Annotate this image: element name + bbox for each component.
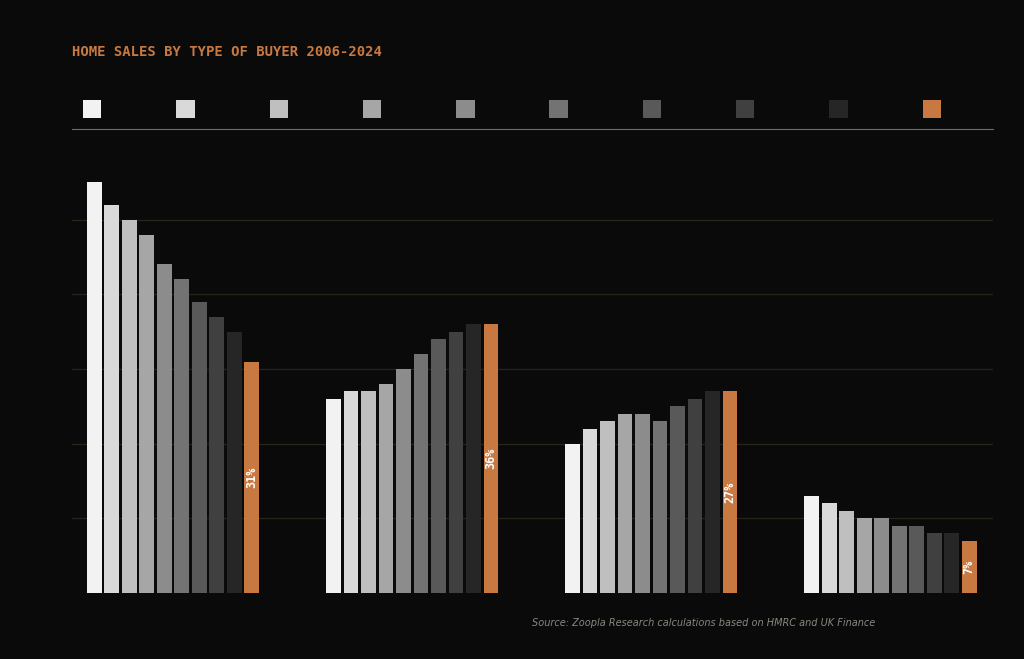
- Bar: [466, 324, 481, 593]
- Bar: [822, 503, 837, 593]
- Bar: [191, 302, 207, 593]
- Bar: [565, 444, 580, 593]
- Bar: [652, 421, 668, 593]
- Bar: [326, 399, 341, 593]
- Text: HOME SALES BY TYPE OF BUYER 2006-2024: HOME SALES BY TYPE OF BUYER 2006-2024: [72, 45, 382, 59]
- Bar: [157, 264, 172, 593]
- Bar: [361, 391, 376, 593]
- Bar: [617, 414, 633, 593]
- Bar: [892, 526, 906, 593]
- Text: 36%: 36%: [484, 448, 498, 469]
- Bar: [245, 362, 259, 593]
- Bar: [944, 533, 959, 593]
- Bar: [635, 414, 650, 593]
- Text: 27%: 27%: [724, 482, 736, 503]
- Bar: [227, 331, 242, 593]
- Text: 7%: 7%: [963, 560, 976, 574]
- Bar: [396, 369, 411, 593]
- Bar: [583, 429, 597, 593]
- Bar: [174, 279, 189, 593]
- Bar: [483, 324, 499, 593]
- Bar: [874, 519, 889, 593]
- Bar: [122, 219, 136, 593]
- Bar: [927, 533, 942, 593]
- Bar: [688, 399, 702, 593]
- Bar: [87, 183, 101, 593]
- Bar: [962, 541, 977, 593]
- Bar: [600, 421, 615, 593]
- Bar: [379, 384, 393, 593]
- Bar: [857, 519, 871, 593]
- Bar: [139, 235, 155, 593]
- Bar: [909, 526, 924, 593]
- Bar: [209, 317, 224, 593]
- Bar: [706, 391, 720, 593]
- Bar: [840, 511, 854, 593]
- Bar: [804, 496, 819, 593]
- Bar: [670, 407, 685, 593]
- Bar: [723, 391, 737, 593]
- Bar: [104, 205, 119, 593]
- Bar: [343, 391, 358, 593]
- Bar: [449, 331, 463, 593]
- Bar: [414, 354, 428, 593]
- Bar: [431, 339, 445, 593]
- Text: 31%: 31%: [246, 467, 258, 488]
- Text: Source: Zoopla Research calculations based on HMRC and UK Finance: Source: Zoopla Research calculations bas…: [532, 617, 876, 628]
